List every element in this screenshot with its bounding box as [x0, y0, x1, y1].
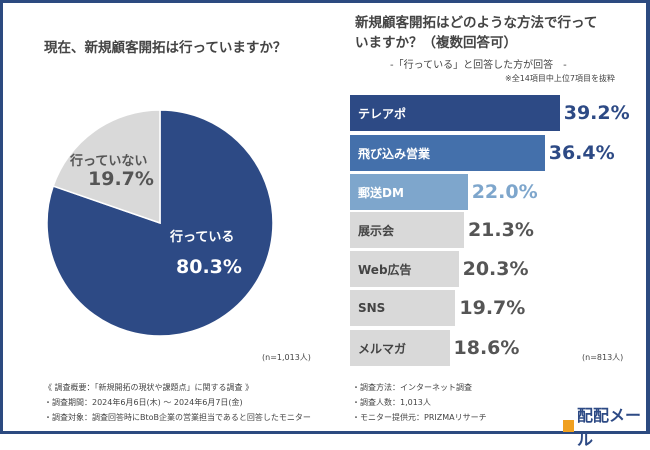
bar-value-label: 19.7% — [459, 297, 526, 319]
logo-text: 配配メール — [576, 406, 641, 449]
footer-line: ・調査対象：調査回答時にBtoB企業の営業担当であると回答したモニター — [44, 413, 311, 422]
footer-line: 《 調査概要：「新規開拓の現状や課題点」に関する調査 》 — [44, 383, 254, 392]
pie-value-no: 19.7% — [88, 168, 154, 190]
bar-value-label: 20.3% — [462, 258, 529, 280]
logo-mark-icon — [563, 420, 574, 432]
pie-n: (n=1,013人) — [262, 353, 311, 362]
bar: 郵送DM — [350, 174, 468, 210]
bar-value-label: 39.2% — [563, 102, 630, 124]
bar-question-line1: 新規顧客開拓はどのような方法で行って — [355, 15, 598, 31]
bar: SNS — [350, 290, 456, 326]
footer-right: ・調査方法：インターネット調査 ・調査人数：1,013人 ・モニター提供元：PR… — [352, 380, 487, 425]
bar-value-label: 36.4% — [548, 142, 615, 164]
bar-note: ※全14項目中上位7項目を抜粋 — [505, 74, 615, 83]
pie-question: 現在、新規顧客開拓は行っていますか？ — [44, 40, 287, 56]
logo: 配配メール — [563, 402, 650, 450]
bar: テレアポ — [350, 95, 560, 131]
footer-left: 《 調査概要：「新規開拓の現状や課題点」に関する調査 》 ・調査期間：2024年… — [44, 380, 311, 425]
bar-value-label: 21.3% — [467, 219, 534, 241]
frame — [0, 0, 650, 434]
pie-slice — [52, 109, 161, 225]
bar-question: 新規顧客開拓はどのような方法で行って いますか？（複数回答可） — [355, 13, 597, 53]
bar-n: (n=813人) — [582, 353, 624, 362]
footer-line: ・調査方法：インターネット調査 — [352, 383, 472, 392]
bar: 展示会 — [350, 212, 464, 248]
pie-chart — [46, 109, 274, 337]
footer-line: ・調査期間：2024年6月6日(木) ～ 2024年6月7日(金) — [44, 398, 243, 407]
pie-label-yes: 行っている — [170, 230, 235, 245]
bar-subtitle: -「行っている」と回答した方が回答 - — [390, 60, 567, 71]
pie-label-no: 行っていない — [70, 154, 148, 169]
bar: メルマガ — [350, 330, 450, 366]
bar: 飛び込み営業 — [350, 135, 545, 171]
bar-question-line2: いますか？（複数回答可） — [355, 35, 517, 51]
pie-value-yes: 80.3% — [176, 256, 242, 278]
footer-line: ・調査人数：1,013人 — [352, 398, 431, 407]
bar-value-label: 18.6% — [453, 337, 520, 359]
footer-line: ・モニター提供元：PRIZMAリサーチ — [352, 413, 487, 422]
bar: Web広告 — [350, 251, 459, 287]
bar-value-label: 22.0% — [471, 181, 538, 203]
